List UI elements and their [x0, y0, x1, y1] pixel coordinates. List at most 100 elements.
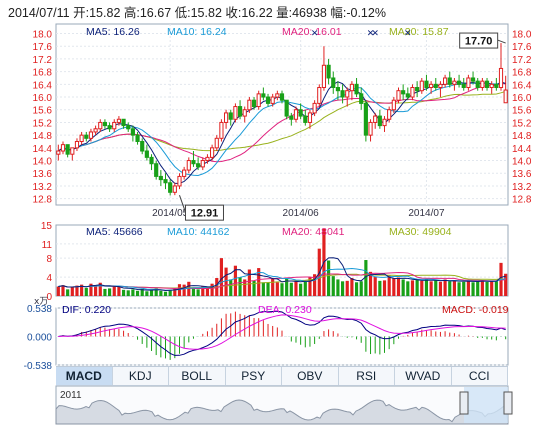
candle-body: [340, 90, 345, 98]
price-tick-left: 16.8: [33, 68, 53, 79]
price-tick-left: 14.0: [33, 157, 53, 168]
tab-kdj[interactable]: KDJ: [113, 367, 169, 385]
candle-body: [284, 99, 289, 117]
volume-bar: [443, 279, 447, 296]
volume-bar: [396, 277, 401, 296]
volume-bar: [401, 279, 405, 296]
annotation-leader: [497, 39, 506, 44]
candle-body: [321, 64, 327, 89]
volume-bar: [238, 277, 242, 296]
candle-body: [172, 185, 177, 193]
candle-body: [419, 80, 424, 92]
high-label: 高:: [123, 6, 140, 20]
volume-bar: [131, 289, 135, 296]
candle-body: [293, 109, 299, 120]
price-tick-right: 13.6: [512, 169, 532, 180]
candle-body: [144, 150, 149, 158]
volume-bar: [415, 279, 419, 296]
candle-body: [74, 140, 80, 149]
price-tick-right: 15.2: [512, 118, 532, 129]
navigator-left-handle[interactable]: [459, 391, 469, 415]
close-value: 16.22: [241, 6, 273, 20]
price-legend-ma10: MA10: 16.24: [167, 26, 227, 38]
tab-rsi[interactable]: RSI: [339, 367, 395, 385]
candle-body: [377, 115, 382, 127]
volume-bar: [173, 288, 177, 296]
candle-body: [289, 115, 294, 120]
volume-bar: [163, 291, 168, 296]
volume-tick: 8: [46, 254, 52, 265]
macd-legend-macd: MACD: -0.019: [442, 304, 509, 316]
volume-bar: [406, 281, 410, 296]
volume-bar: [327, 260, 331, 296]
candle-body: [405, 93, 410, 98]
candle-body: [349, 83, 354, 92]
candle-body: [219, 121, 224, 139]
candle-body: [107, 125, 112, 130]
candle-body: [205, 156, 210, 162]
volume-bar: [368, 271, 373, 296]
candle-body: [247, 99, 252, 111]
candle-body: [200, 160, 205, 168]
candle-body: [326, 64, 331, 79]
open-label: 开:: [73, 6, 90, 20]
volume-bar: [494, 280, 498, 296]
navigator-sparkline: [55, 399, 509, 425]
candle-body: [443, 77, 448, 85]
navigator-right-handle[interactable]: [503, 391, 513, 415]
tab-psy[interactable]: PSY: [226, 367, 282, 385]
candle-body: [275, 93, 280, 98]
tab-cci[interactable]: CCI: [452, 367, 508, 385]
price-tick-right: 18.0: [512, 30, 532, 41]
volume-tick: 11: [42, 240, 53, 251]
volume-bar: [224, 267, 228, 296]
volume-bar: [340, 281, 345, 296]
volume-bar: [56, 286, 60, 296]
tab-wvad[interactable]: WVAD: [395, 367, 452, 385]
candle-body: [154, 163, 159, 177]
annotation-label: 12.91: [191, 208, 219, 220]
candle-body: [424, 80, 429, 89]
price-tick-right: 15.6: [512, 106, 532, 117]
volume-bar: [247, 269, 251, 296]
candle-body: [191, 160, 196, 165]
volume-bar: [289, 282, 293, 296]
volume-bar: [448, 281, 452, 296]
tab-boll[interactable]: BOLL: [169, 367, 226, 385]
candle-body: [79, 134, 84, 142]
candle-body: [429, 83, 434, 89]
tab-obv[interactable]: OBV: [282, 367, 339, 385]
volume-bar: [364, 260, 368, 296]
candle-body: [452, 80, 457, 85]
volume-bar: [219, 258, 224, 296]
volume-bar: [378, 280, 382, 296]
price-panel-frame: [55, 23, 509, 206]
volume-bar: [103, 288, 107, 296]
tab-macd[interactable]: MACD: [56, 367, 113, 385]
candle-body: [130, 128, 135, 136]
price-legend-ma5: MA5: 16.26: [86, 26, 140, 38]
event-marker-icon: ✕: [404, 29, 412, 39]
candle-body: [223, 112, 229, 123]
candle-body: [354, 83, 359, 95]
volume-bar: [70, 287, 74, 296]
volume-bar: [182, 284, 186, 296]
price-tick-right: 14.4: [512, 144, 532, 155]
volume-bar: [243, 279, 247, 296]
volume-bar: [117, 287, 121, 296]
volume-bar: [75, 285, 79, 296]
volume-bar: [126, 290, 130, 296]
candle-body: [391, 99, 396, 111]
volume-bar: [299, 283, 303, 296]
price-legend-ma20: MA20: 16.01: [282, 26, 342, 38]
volume-bar: [121, 289, 126, 296]
volume-bar: [271, 278, 275, 296]
annotation-box: [184, 204, 224, 221]
volume-bar: [350, 278, 354, 296]
candle-body: [438, 83, 443, 89]
candle-body: [163, 179, 168, 184]
change-label: 幅:: [330, 6, 347, 20]
volume-bar: [159, 290, 163, 296]
date-tick-label: 2014/05: [152, 208, 189, 219]
